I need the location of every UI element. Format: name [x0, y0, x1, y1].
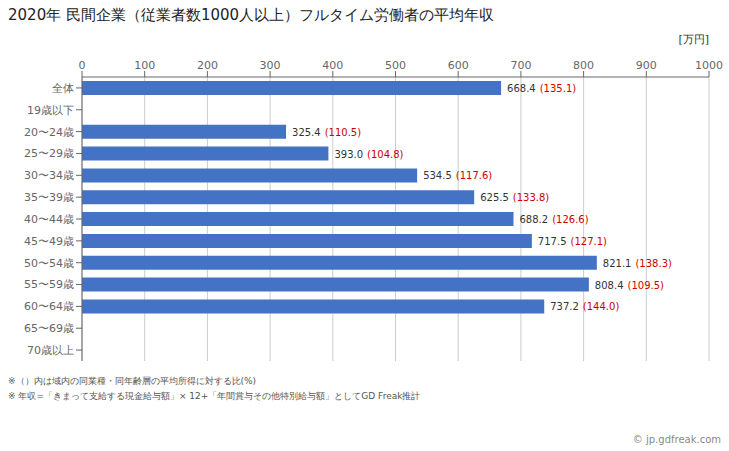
svg-text:40〜44歳: 40〜44歳: [24, 213, 74, 226]
svg-text:1000: 1000: [695, 59, 721, 72]
svg-text:700: 700: [510, 59, 531, 72]
svg-text:600: 600: [448, 59, 469, 72]
svg-text:100: 100: [134, 59, 155, 72]
svg-text:900: 900: [636, 59, 657, 72]
svg-text:0: 0: [79, 59, 86, 72]
svg-text:500: 500: [385, 59, 406, 72]
html-text:※ 年収=「きまって支給する現金給与額」× 12+「年間賞与: ※ 年収=「きまって支給する現金給与額」× 12+「年間賞与その他特別給与額」と…: [8, 391, 421, 401]
svg-text:50〜54歳: 50〜54歳: [24, 257, 74, 270]
html-text:© jp.gdfreak.com: © jp.gdfreak.com: [632, 434, 721, 445]
svg-text:20〜24歳: 20〜24歳: [24, 126, 74, 139]
svg-text:625.5(133.8): 625.5(133.8): [480, 192, 549, 203]
html-text:2020年 民間企業（従業者数1000人以上）フルタイム労働: 2020年 民間企業（従業者数1000人以上）フルタイム労働者の平均年収: [8, 6, 495, 24]
svg-text:55〜59歳: 55〜59歳: [24, 278, 74, 291]
html-text:※（）内は域内の同業種・同年齢層の平均所得に対する比(%): ※（）内は域内の同業種・同年齢層の平均所得に対する比(%): [8, 376, 257, 386]
svg-text:668.4(135.1): 668.4(135.1): [507, 83, 576, 94]
svg-text:60〜64歳: 60〜64歳: [24, 300, 74, 313]
svg-text:19歳以下: 19歳以下: [27, 104, 74, 117]
svg-text:688.2(126.6): 688.2(126.6): [520, 214, 589, 225]
svg-text:534.5(117.6): 534.5(117.6): [423, 170, 492, 181]
svg-text:300: 300: [260, 59, 281, 72]
svg-text:65〜69歳: 65〜69歳: [24, 322, 74, 335]
svg-text:808.4(109.5): 808.4(109.5): [595, 279, 664, 290]
svg-text:45〜49歳: 45〜49歳: [24, 235, 74, 248]
svg-text:400: 400: [322, 59, 343, 72]
svg-text:393.0(104.8): 393.0(104.8): [334, 148, 403, 159]
svg-text:717.5(127.1): 717.5(127.1): [538, 235, 607, 246]
svg-text:800: 800: [573, 59, 594, 72]
svg-text:35〜39歳: 35〜39歳: [24, 191, 74, 204]
svg-text:200: 200: [197, 59, 218, 72]
svg-text:30〜34歳: 30〜34歳: [24, 169, 74, 182]
svg-text:全体: 全体: [52, 82, 74, 95]
html-text:[万円]: [万円]: [678, 33, 709, 46]
svg-text:821.1(138.3): 821.1(138.3): [603, 257, 672, 268]
svg-text:737.2(144.0): 737.2(144.0): [550, 301, 619, 312]
svg-text:70歳以上: 70歳以上: [27, 344, 74, 357]
svg-text:325.4(110.5): 325.4(110.5): [292, 126, 361, 137]
svg-text:25〜29歳: 25〜29歳: [24, 147, 74, 160]
